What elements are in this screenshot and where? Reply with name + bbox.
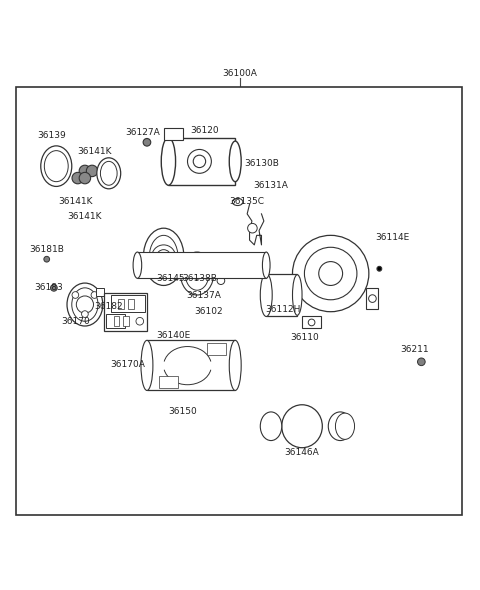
Circle shape <box>76 296 94 313</box>
Circle shape <box>418 358 425 366</box>
Bar <box>107 314 125 329</box>
Bar <box>114 316 119 326</box>
Bar <box>168 137 235 185</box>
Circle shape <box>91 291 98 299</box>
Bar <box>159 376 178 388</box>
Ellipse shape <box>72 288 98 321</box>
Text: 36114E: 36114E <box>375 233 410 242</box>
Bar <box>164 128 183 140</box>
Bar <box>111 295 144 312</box>
Circle shape <box>44 256 49 262</box>
Circle shape <box>248 269 256 278</box>
Text: 36141K: 36141K <box>77 148 112 156</box>
Text: 36183: 36183 <box>35 283 63 292</box>
Text: 36130B: 36130B <box>244 159 279 168</box>
Circle shape <box>79 172 91 184</box>
Circle shape <box>292 235 369 312</box>
Text: 36211: 36211 <box>400 345 429 355</box>
Circle shape <box>152 245 176 269</box>
FancyBboxPatch shape <box>281 217 378 333</box>
Circle shape <box>377 266 382 271</box>
Text: 36110: 36110 <box>290 333 319 342</box>
Circle shape <box>72 291 79 299</box>
Circle shape <box>304 247 357 300</box>
Circle shape <box>143 139 151 146</box>
Bar <box>302 316 321 329</box>
Text: 36141K: 36141K <box>58 198 93 206</box>
Text: 36138B: 36138B <box>182 274 217 283</box>
Ellipse shape <box>282 405 323 448</box>
Text: 36141K: 36141K <box>68 212 102 221</box>
Circle shape <box>248 224 257 233</box>
Text: 36139: 36139 <box>37 130 66 140</box>
Circle shape <box>193 155 205 168</box>
Text: 36127A: 36127A <box>125 128 159 137</box>
Circle shape <box>308 319 315 326</box>
Bar <box>266 274 297 316</box>
Text: 36170A: 36170A <box>110 360 145 369</box>
Text: 36120: 36120 <box>190 126 218 135</box>
Ellipse shape <box>260 412 282 441</box>
Circle shape <box>156 250 171 264</box>
Ellipse shape <box>149 235 178 278</box>
Circle shape <box>136 317 144 325</box>
Text: 36135C: 36135C <box>229 198 264 206</box>
Ellipse shape <box>260 274 272 316</box>
Text: 36146A: 36146A <box>285 448 319 457</box>
Bar <box>366 288 378 309</box>
Text: 36150: 36150 <box>168 408 197 417</box>
Circle shape <box>86 165 98 176</box>
Bar <box>16 87 462 514</box>
Text: 36181B: 36181B <box>29 245 64 254</box>
Ellipse shape <box>336 413 355 440</box>
Circle shape <box>79 165 91 176</box>
Ellipse shape <box>263 252 270 278</box>
Ellipse shape <box>292 275 302 315</box>
Circle shape <box>192 268 203 279</box>
Circle shape <box>369 295 376 303</box>
Ellipse shape <box>133 252 142 278</box>
Ellipse shape <box>185 257 209 290</box>
Text: 36112H: 36112H <box>265 305 300 314</box>
Bar <box>104 293 147 331</box>
Circle shape <box>319 261 343 286</box>
Ellipse shape <box>67 283 103 326</box>
Bar <box>147 340 235 391</box>
Circle shape <box>288 295 295 303</box>
Bar <box>206 343 226 355</box>
Ellipse shape <box>100 162 117 185</box>
Text: 36137A: 36137A <box>187 290 222 300</box>
Circle shape <box>188 149 211 173</box>
Ellipse shape <box>229 141 241 182</box>
Bar <box>123 316 129 326</box>
Circle shape <box>217 277 225 284</box>
Text: 36170: 36170 <box>61 317 90 326</box>
Circle shape <box>82 311 88 317</box>
Ellipse shape <box>229 340 241 391</box>
Bar <box>285 288 297 309</box>
Text: 36182: 36182 <box>95 303 123 312</box>
Text: 36131A: 36131A <box>253 181 288 190</box>
Ellipse shape <box>141 340 153 391</box>
Bar <box>137 252 266 278</box>
Ellipse shape <box>180 252 214 295</box>
Circle shape <box>238 269 247 278</box>
Ellipse shape <box>232 198 243 205</box>
Circle shape <box>50 284 57 291</box>
Bar <box>128 299 133 309</box>
Text: 36145: 36145 <box>156 274 185 283</box>
Ellipse shape <box>161 137 176 185</box>
Circle shape <box>72 172 84 184</box>
Bar <box>96 289 104 296</box>
Ellipse shape <box>41 146 72 186</box>
Ellipse shape <box>44 150 68 182</box>
Text: 36140E: 36140E <box>156 331 190 340</box>
Ellipse shape <box>97 158 120 189</box>
Bar <box>118 299 124 309</box>
Ellipse shape <box>328 412 352 441</box>
Text: 36102: 36102 <box>195 307 223 316</box>
Ellipse shape <box>144 228 184 286</box>
Text: 36100A: 36100A <box>223 68 257 78</box>
